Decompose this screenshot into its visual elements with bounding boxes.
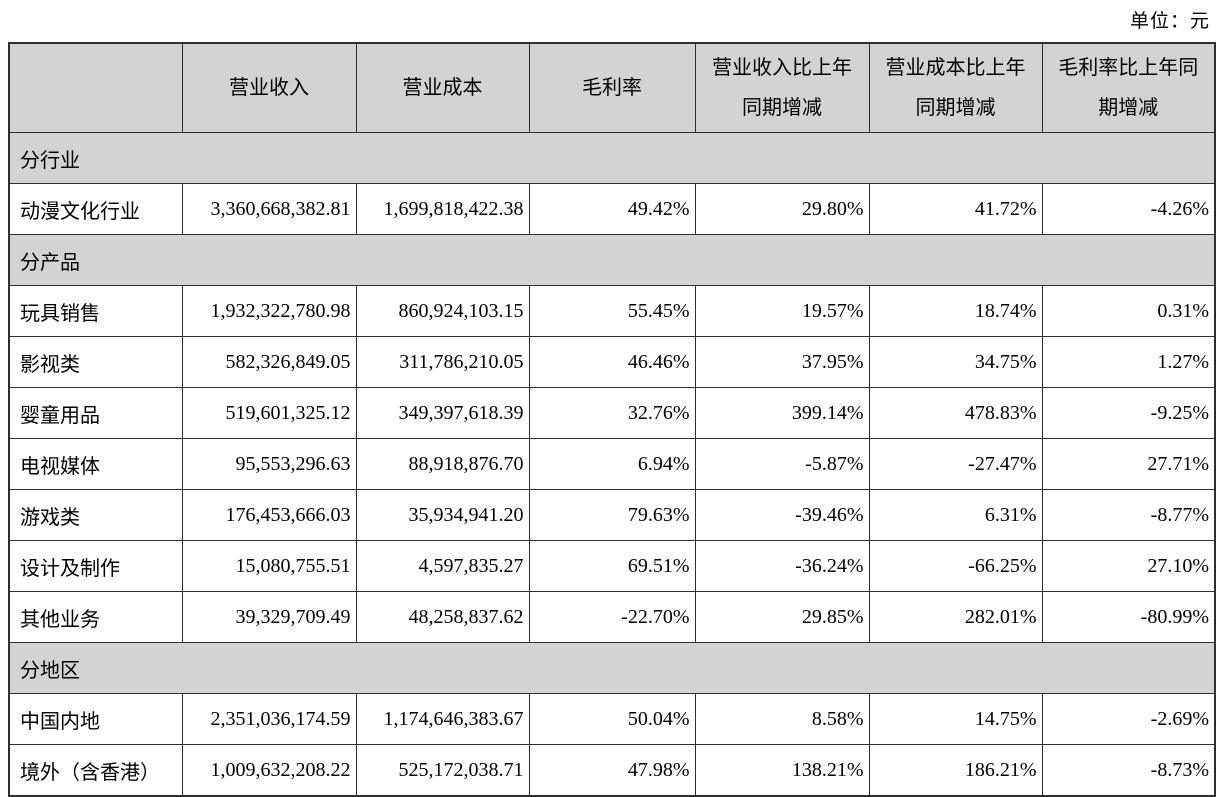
column-header: 营业成本 bbox=[355, 42, 530, 133]
column-header: 营业成本比上年同期增减 bbox=[868, 42, 1043, 133]
value-cell: 138.21% bbox=[694, 744, 870, 797]
value-cell: 478.83% bbox=[868, 387, 1043, 439]
row-label: 中国内地 bbox=[8, 693, 183, 745]
table-row: 游戏类 176,453,666.03 35,934,941.20 79.63% -39.… bbox=[8, 489, 1216, 541]
row-label: 婴童用品 bbox=[8, 387, 183, 439]
value-cell: 18.74% bbox=[868, 285, 1043, 337]
value-cell: 39,329,709.49 bbox=[181, 591, 357, 643]
value-cell: -9.25% bbox=[1041, 387, 1216, 439]
value-cell: 27.10% bbox=[1041, 540, 1216, 592]
value-cell: -4.26% bbox=[1041, 183, 1216, 235]
value-cell: 349,397,618.39 bbox=[355, 387, 530, 439]
table-row: 设计及制作 15,080,755.51 4,597,835.27 69.51% -36.… bbox=[8, 540, 1216, 592]
section-label: 分地区 bbox=[8, 642, 1216, 694]
value-cell: 282.01% bbox=[868, 591, 1043, 643]
table-row: 中国内地 2,351,036,174.59 1,174,646,383.67 50.0… bbox=[8, 693, 1216, 745]
row-label: 设计及制作 bbox=[8, 540, 183, 592]
value-cell: 50.04% bbox=[528, 693, 696, 745]
row-label: 游戏类 bbox=[8, 489, 183, 541]
value-cell: 41.72% bbox=[868, 183, 1043, 235]
value-cell: 32.76% bbox=[528, 387, 696, 439]
table-body: 分行业 动漫文化行业 3,360,668,382.81 1,699,818,422.3… bbox=[8, 132, 1216, 797]
value-cell: 27.71% bbox=[1041, 438, 1216, 490]
table-row: 玩具销售 1,932,322,780.98 860,924,103.15 55.45%… bbox=[8, 285, 1216, 337]
value-cell: 186.21% bbox=[868, 744, 1043, 797]
value-cell: 525,172,038.71 bbox=[355, 744, 530, 797]
value-cell: -2.69% bbox=[1041, 693, 1216, 745]
value-cell: 3,360,668,382.81 bbox=[181, 183, 357, 235]
value-cell: 49.42% bbox=[528, 183, 696, 235]
table-row: 影视类 582,326,849.05 311,786,210.05 46.46% 37.… bbox=[8, 336, 1216, 388]
value-cell: -5.87% bbox=[694, 438, 870, 490]
value-cell: 4,597,835.27 bbox=[355, 540, 530, 592]
value-cell: 1.27% bbox=[1041, 336, 1216, 388]
value-cell: 6.94% bbox=[528, 438, 696, 490]
section-row: 分产品 bbox=[8, 234, 1216, 286]
value-cell: 35,934,941.20 bbox=[355, 489, 530, 541]
section-label: 分行业 bbox=[8, 132, 1216, 184]
value-cell: 55.45% bbox=[528, 285, 696, 337]
value-cell: 860,924,103.15 bbox=[355, 285, 530, 337]
value-cell: -8.77% bbox=[1041, 489, 1216, 541]
value-cell: 1,932,322,780.98 bbox=[181, 285, 357, 337]
value-cell: 582,326,849.05 bbox=[181, 336, 357, 388]
column-header: 毛利率比上年同期增减 bbox=[1041, 42, 1216, 133]
section-row: 分行业 bbox=[8, 132, 1216, 184]
value-cell: 15,080,755.51 bbox=[181, 540, 357, 592]
value-cell: 19.57% bbox=[694, 285, 870, 337]
row-label: 玩具销售 bbox=[8, 285, 183, 337]
value-cell: 0.31% bbox=[1041, 285, 1216, 337]
value-cell: -27.47% bbox=[868, 438, 1043, 490]
table-row: 婴童用品 519,601,325.12 349,397,618.39 32.76% 39… bbox=[8, 387, 1216, 439]
value-cell: 88,918,876.70 bbox=[355, 438, 530, 490]
value-cell: -80.99% bbox=[1041, 591, 1216, 643]
value-cell: 519,601,325.12 bbox=[181, 387, 357, 439]
value-cell: 69.51% bbox=[528, 540, 696, 592]
value-cell: 6.31% bbox=[868, 489, 1043, 541]
table-row: 其他业务 39,329,709.49 48,258,837.62 -22.70% 29.… bbox=[8, 591, 1216, 643]
unit-label: 单位：元 bbox=[1129, 11, 1210, 32]
corner-cell bbox=[8, 42, 183, 133]
value-cell: 46.46% bbox=[528, 336, 696, 388]
value-cell: 1,699,818,422.38 bbox=[355, 183, 530, 235]
value-cell: 34.75% bbox=[868, 336, 1043, 388]
row-label: 动漫文化行业 bbox=[8, 183, 183, 235]
value-cell: 1,009,632,208.22 bbox=[181, 744, 357, 797]
value-cell: 399.14% bbox=[694, 387, 870, 439]
column-header: 营业收入 bbox=[181, 42, 357, 133]
table-header: 营业收入 营业成本 毛利率 营业收入比上年同期增减 营业成本比上年同期增减 毛利率比上年同… bbox=[8, 42, 1216, 133]
value-cell: 37.95% bbox=[694, 336, 870, 388]
row-label: 其他业务 bbox=[8, 591, 183, 643]
value-cell: -8.73% bbox=[1041, 744, 1216, 797]
header-row: 营业收入 营业成本 毛利率 营业收入比上年同期增减 营业成本比上年同期增减 毛利率比上年同… bbox=[8, 42, 1216, 133]
value-cell: 176,453,666.03 bbox=[181, 489, 357, 541]
value-cell: 2,351,036,174.59 bbox=[181, 693, 357, 745]
column-header: 毛利率 bbox=[528, 42, 696, 133]
section-label: 分产品 bbox=[8, 234, 1216, 286]
value-cell: -36.24% bbox=[694, 540, 870, 592]
table-row: 电视媒体 95,553,296.63 88,918,876.70 6.94% -5.87… bbox=[8, 438, 1216, 490]
value-cell: 14.75% bbox=[868, 693, 1043, 745]
segment-revenue-table: 营业收入 营业成本 毛利率 营业收入比上年同期增减 营业成本比上年同期增减 毛利率比上年同… bbox=[8, 42, 1216, 797]
value-cell: 47.98% bbox=[528, 744, 696, 797]
value-cell: 8.58% bbox=[694, 693, 870, 745]
row-label: 影视类 bbox=[8, 336, 183, 388]
value-cell: 1,174,646,383.67 bbox=[355, 693, 530, 745]
value-cell: 29.85% bbox=[694, 591, 870, 643]
row-label: 电视媒体 bbox=[8, 438, 183, 490]
value-cell: 29.80% bbox=[694, 183, 870, 235]
value-cell: -66.25% bbox=[868, 540, 1043, 592]
column-header: 营业收入比上年同期增减 bbox=[694, 42, 870, 133]
table-row: 动漫文化行业 3,360,668,382.81 1,699,818,422.38 49… bbox=[8, 183, 1216, 235]
value-cell: -22.70% bbox=[528, 591, 696, 643]
section-row: 分地区 bbox=[8, 642, 1216, 694]
table-row: 境外（含香港） 1,009,632,208.22 525,172,038.71 47.… bbox=[8, 744, 1216, 797]
value-cell: 95,553,296.63 bbox=[181, 438, 357, 490]
row-label: 境外（含香港） bbox=[8, 744, 183, 797]
value-cell: 79.63% bbox=[528, 489, 696, 541]
value-cell: -39.46% bbox=[694, 489, 870, 541]
value-cell: 311,786,210.05 bbox=[355, 336, 530, 388]
value-cell: 48,258,837.62 bbox=[355, 591, 530, 643]
